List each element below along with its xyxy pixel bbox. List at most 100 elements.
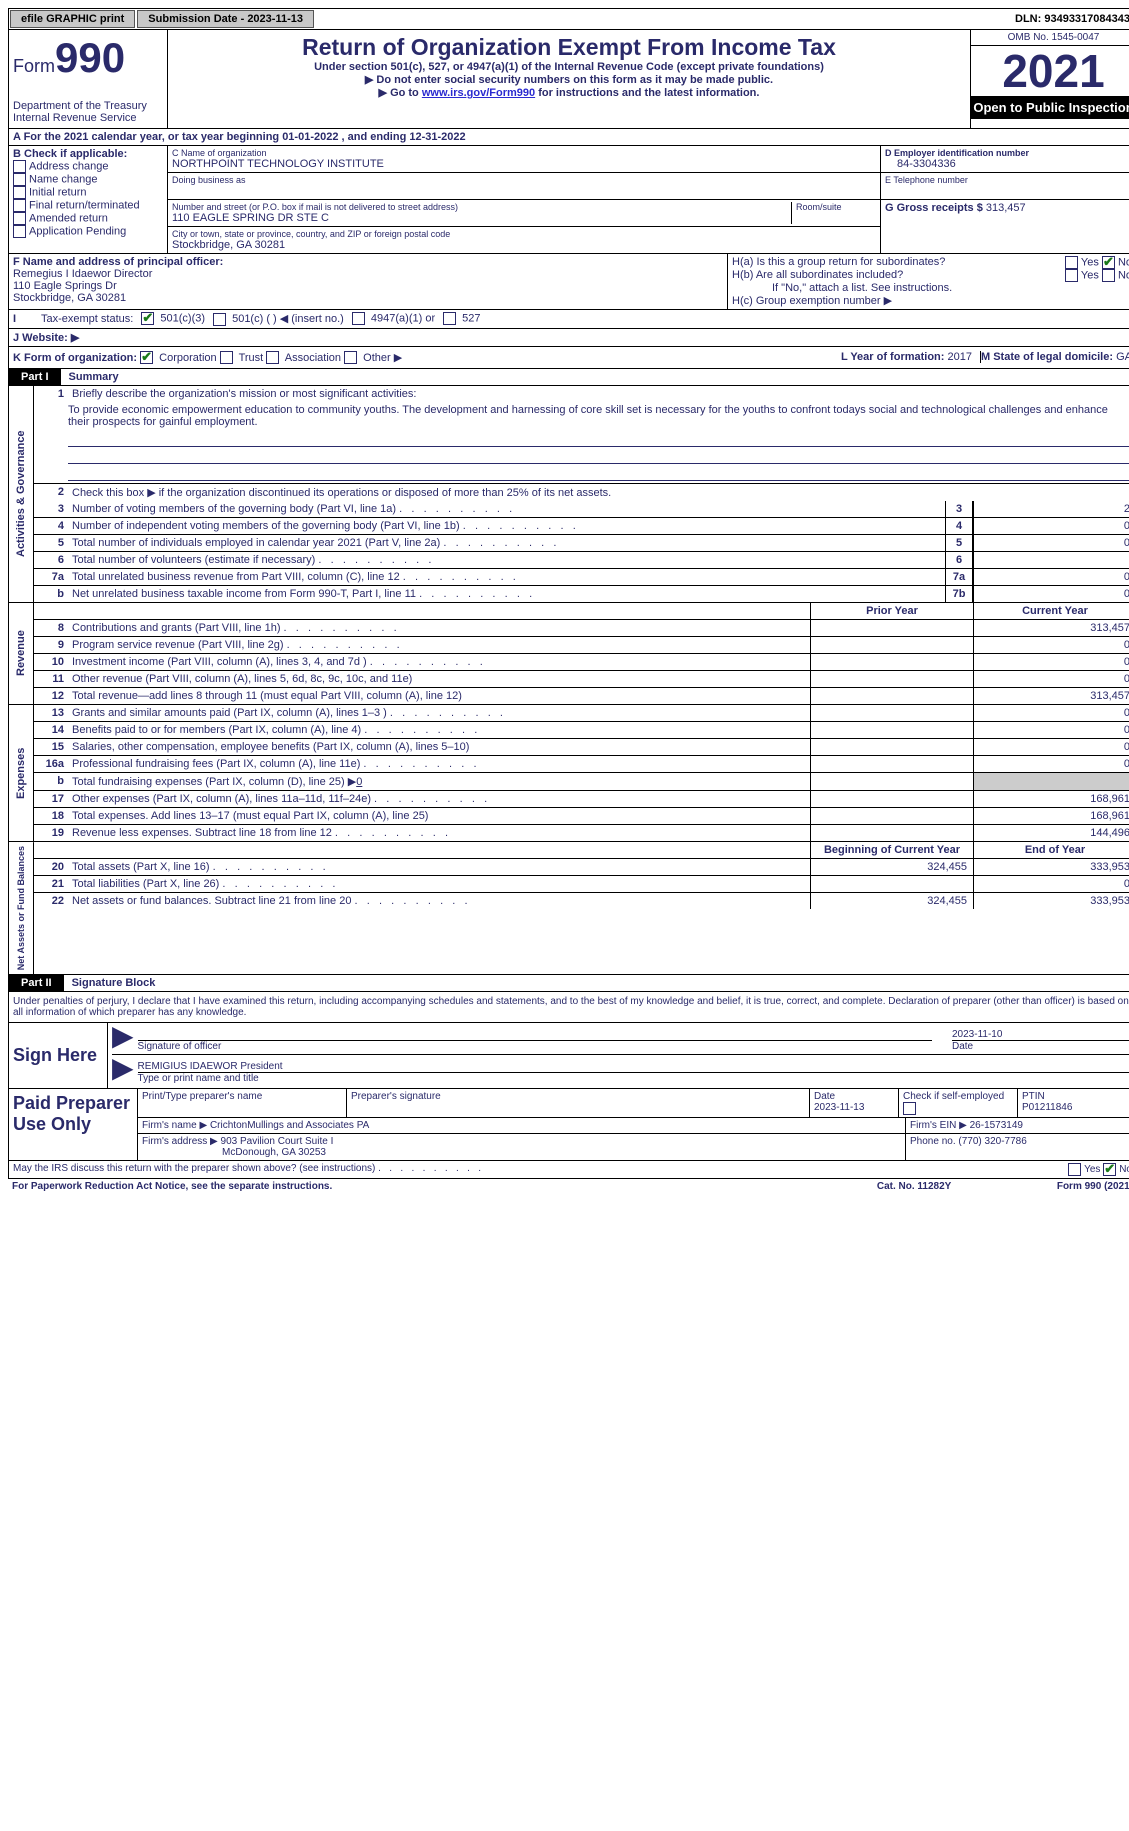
val-10: 0 xyxy=(973,654,1129,670)
line-9: Program service revenue (Part VIII, line… xyxy=(68,637,810,653)
i-501c3-check[interactable] xyxy=(141,312,154,325)
city-state-zip: Stockbridge, GA 30281 xyxy=(172,239,876,251)
b-opt-name[interactable]: Name change xyxy=(13,173,163,186)
line-21: Total liabilities (Part X, line 26) xyxy=(68,876,810,892)
phone-label: Phone no. xyxy=(910,1136,956,1147)
dba-label: Doing business as xyxy=(172,175,876,185)
omb-number: OMB No. 1545-0047 xyxy=(971,30,1129,46)
i-527-check[interactable] xyxy=(443,312,456,325)
b-opt-amended[interactable]: Amended return xyxy=(13,212,163,225)
l-label: L Year of formation: xyxy=(841,351,945,363)
hb-yes-check[interactable] xyxy=(1065,269,1078,282)
firm-addr-1: 903 Pavilion Court Suite I xyxy=(221,1136,334,1147)
paid-preparer-block: Paid Preparer Use Only Print/Type prepar… xyxy=(8,1089,1129,1161)
line-7b: Net unrelated business taxable income fr… xyxy=(68,586,945,602)
form-title: Return of Organization Exempt From Incom… xyxy=(172,34,966,61)
c-name-label: C Name of organization xyxy=(172,148,876,158)
i-4947-check[interactable] xyxy=(352,312,365,325)
discuss-no-check[interactable] xyxy=(1103,1163,1116,1176)
ha-yes-check[interactable] xyxy=(1065,256,1078,269)
subtitle-3-pre: Go to xyxy=(379,87,422,99)
submission-date-button[interactable]: Submission Date - 2023-11-13 xyxy=(137,10,314,28)
k-other-check[interactable] xyxy=(344,351,357,364)
k-trust-check[interactable] xyxy=(220,351,233,364)
signature-declaration: Under penalties of perjury, I declare th… xyxy=(8,992,1129,1023)
i-501c-check[interactable] xyxy=(213,313,226,326)
val-4: 0 xyxy=(973,518,1129,534)
firm-addr-2: McDonough, GA 30253 xyxy=(142,1147,326,1158)
line-13: Grants and similar amounts paid (Part IX… xyxy=(68,705,810,721)
form-label: Form xyxy=(13,56,55,76)
b-opt-pending[interactable]: Application Pending xyxy=(13,225,163,238)
hb-no-check[interactable] xyxy=(1102,269,1115,282)
val-7a: 0 xyxy=(973,569,1129,585)
part-i-badge: Part I xyxy=(9,369,61,385)
k-label: K Form of organization: xyxy=(13,352,137,364)
sig-date-value: 2023-11-10 xyxy=(952,1029,1129,1040)
addr-label: Number and street (or P.O. box if mail i… xyxy=(172,202,787,212)
officer-title-label: Type or print name and title xyxy=(138,1072,1129,1084)
firm-name-value: CrichtonMullings and Associates PA xyxy=(210,1120,369,1131)
ein-label: D Employer identification number xyxy=(885,148,1129,158)
sign-here-block: Sign Here ▶ Signature of officer 2023-11… xyxy=(8,1023,1129,1089)
line-16b: Total fundraising expenses (Part IX, col… xyxy=(68,773,810,790)
beg-20: 324,455 xyxy=(810,859,973,875)
city-label: City or town, state or province, country… xyxy=(172,229,876,239)
state-domicile: GA xyxy=(1116,351,1129,363)
line-5: Total number of individuals employed in … xyxy=(68,535,945,551)
sign-arrow-icon-2: ▶ xyxy=(112,1061,138,1084)
ha-no-check[interactable] xyxy=(1102,256,1115,269)
irs-gov-link[interactable]: www.irs.gov/Form990 xyxy=(422,87,535,99)
line-2: Check this box ▶ if the organization dis… xyxy=(68,484,1129,501)
b-opt-address[interactable]: Address change xyxy=(13,160,163,173)
discuss-label: May the IRS discuss this return with the… xyxy=(13,1163,1068,1176)
line-15: Salaries, other compensation, employee b… xyxy=(68,739,810,755)
paid-preparer-label: Paid Preparer Use Only xyxy=(9,1089,138,1160)
room-label: Room/suite xyxy=(796,202,876,212)
tel-label: E Telephone number xyxy=(885,175,1129,185)
year-formation: 2017 xyxy=(948,351,972,363)
k-corp-check[interactable] xyxy=(140,351,153,364)
line-4: Number of independent voting members of … xyxy=(68,518,945,534)
m-label: M State of legal domicile: xyxy=(981,351,1113,363)
summary-revenue: Revenue Prior YearCurrent Year 8Contribu… xyxy=(8,603,1129,705)
line-6: Total number of volunteers (estimate if … xyxy=(68,552,945,568)
officer-sig-label: Signature of officer xyxy=(138,1040,932,1052)
part-ii-title: Signature Block xyxy=(64,975,164,991)
b-opt-initial[interactable]: Initial return xyxy=(13,186,163,199)
discuss-yes-check[interactable] xyxy=(1068,1163,1081,1176)
end-22: 333,953 xyxy=(973,893,1129,909)
self-emp-check[interactable] xyxy=(903,1102,916,1115)
end-year-hdr: End of Year xyxy=(973,842,1129,858)
prep-date-label: Date xyxy=(814,1091,894,1102)
topbar: efile GRAPHIC print Submission Date - 20… xyxy=(8,8,1129,30)
j-label: J Website: ▶ xyxy=(9,329,83,346)
firm-ein-value: 26-1573149 xyxy=(970,1120,1023,1131)
subtitle-2: Do not enter social security numbers on … xyxy=(172,73,966,86)
phone-value: (770) 320-7786 xyxy=(958,1136,1026,1147)
form-header: Form990 Department of the Treasury Inter… xyxy=(8,30,1129,129)
efile-button[interactable]: efile GRAPHIC print xyxy=(10,10,135,28)
part-i-title: Summary xyxy=(61,369,127,385)
officer-print-name: REMIGIUS IDAEWOR President xyxy=(138,1061,1129,1072)
subtitle-3-post: for instructions and the latest informat… xyxy=(535,87,759,99)
b-opt-final[interactable]: Final return/terminated xyxy=(13,199,163,212)
k-assoc-check[interactable] xyxy=(266,351,279,364)
val-18: 168,961 xyxy=(973,808,1129,824)
org-name: NORTHPOINT TECHNOLOGY INSTITUTE xyxy=(172,158,876,170)
section-klm: K Form of organization: Corporation Trus… xyxy=(8,346,1129,370)
val-9: 0 xyxy=(973,637,1129,653)
val-11: 0 xyxy=(973,671,1129,687)
sign-here-label: Sign Here xyxy=(9,1023,108,1088)
officer-name: Remegius I Idaewor Director xyxy=(13,268,723,280)
officer-addr2: Stockbridge, GA 30281 xyxy=(13,292,723,304)
tab-net-assets: Net Assets or Fund Balances xyxy=(9,842,34,974)
line-10: Investment income (Part VIII, column (A)… xyxy=(68,654,810,670)
cat-no: Cat. No. 11282Y xyxy=(877,1181,1057,1192)
form-footer: For Paperwork Reduction Act Notice, see … xyxy=(8,1179,1129,1194)
prep-date-value: 2023-11-13 xyxy=(814,1102,894,1113)
val-5: 0 xyxy=(973,535,1129,551)
open-to-public: Open to Public Inspection xyxy=(971,96,1129,119)
line-7a: Total unrelated business revenue from Pa… xyxy=(68,569,945,585)
pra-notice: For Paperwork Reduction Act Notice, see … xyxy=(12,1181,877,1192)
